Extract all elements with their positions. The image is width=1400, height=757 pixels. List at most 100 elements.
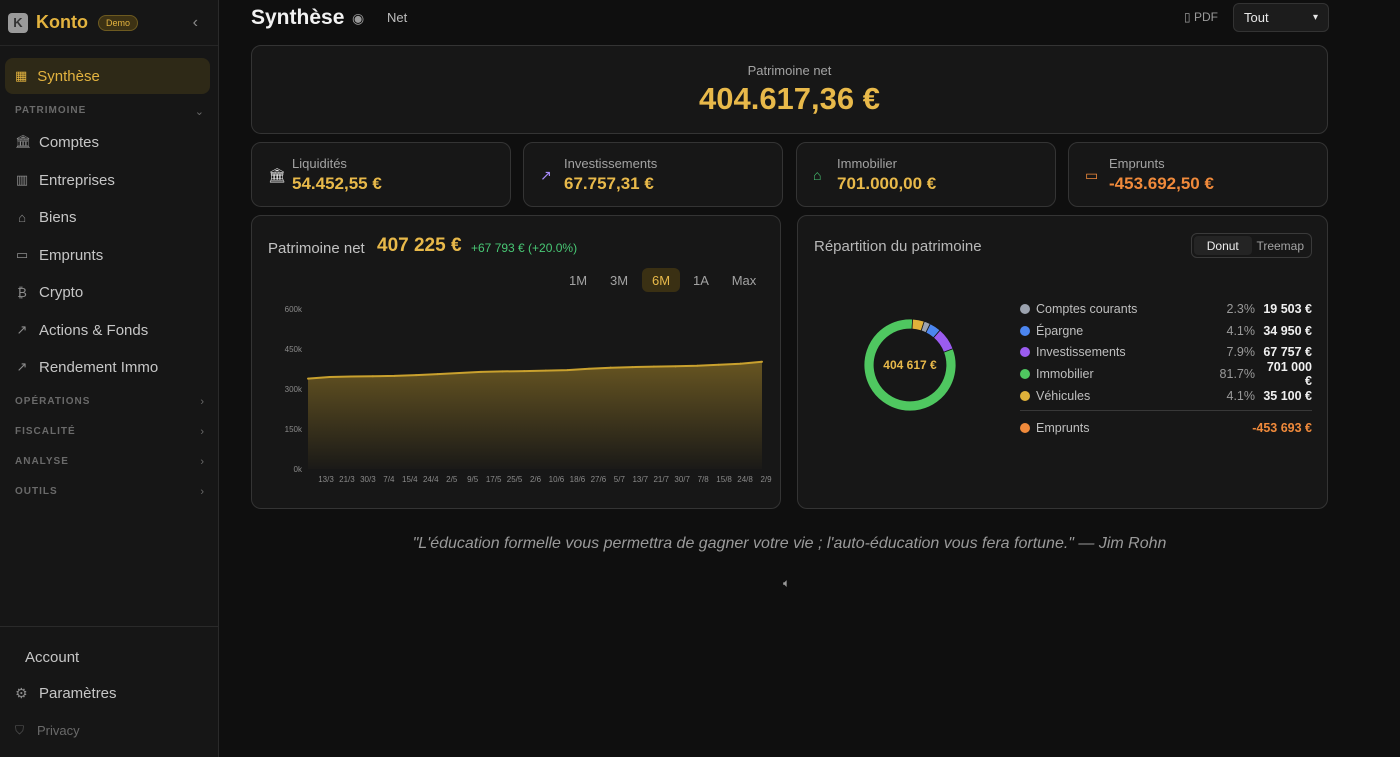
speaker-icon[interactable]: 🔈︎: [783, 576, 791, 590]
chevron-right-icon: ›: [200, 426, 205, 438]
stat-card-emprunts[interactable]: ▭ Emprunts -453.692,50 €: [1068, 142, 1328, 207]
app-name[interactable]: Konto: [36, 12, 88, 32]
range-1a[interactable]: 1A: [693, 272, 709, 288]
toggle-treemap[interactable]: Treemap: [1256, 238, 1305, 253]
y-tick-label: 300k: [285, 385, 303, 394]
privacy-toggle[interactable]: ⛉ Privacy: [15, 723, 80, 738]
data-point: [328, 376, 331, 378]
distribution-legend: Comptes courants 2.3% 19 503 € Épargne 4…: [1020, 298, 1312, 439]
stat-card-investissements[interactable]: ↗ Investissements 67.757,31 €: [523, 142, 783, 207]
sidebar-item-actions-fonds[interactable]: ↗ Actions & Fonds: [16, 321, 149, 339]
range-3m[interactable]: 3M: [609, 272, 629, 288]
x-tick-label: 2/5: [446, 475, 458, 484]
section-operations[interactable]: OPÉRATIONS ›: [15, 396, 205, 408]
chevron-right-icon: ›: [200, 456, 205, 468]
sidebar: K Konto Demo ‹ ▦ Synthèse PATRIMOINE ⌄ 🏛…: [0, 0, 219, 757]
data-point: [652, 365, 655, 368]
net-worth-chart-card: Patrimoine net 407 225 € +67 793 € (+20.…: [251, 215, 781, 509]
legend-item-debt[interactable]: Emprunts -453 693 €: [1020, 417, 1312, 439]
legend-divider: [1020, 409, 1312, 411]
stat-card-liquidites[interactable]: 🏛︎ Liquidités 54.452,55 €: [251, 142, 511, 207]
account-link[interactable]: Account: [25, 649, 80, 666]
legend-item[interactable]: Épargne 4.1% 34 950 €: [1020, 320, 1312, 342]
data-point: [566, 369, 569, 372]
net-worth-card: Patrimoine net 404.617,36 €: [251, 45, 1328, 134]
net-worth-label: Patrimoine net: [747, 63, 832, 78]
app-logo[interactable]: K: [8, 12, 28, 33]
legend-item[interactable]: Véhicules 4.1% 35 100 €: [1020, 385, 1312, 407]
view-toggle: Donut Treemap: [1191, 233, 1312, 258]
bank-icon: 🏛︎: [268, 167, 286, 183]
data-point: [501, 370, 504, 373]
donut-chart[interactable]: 404 617 €: [856, 311, 964, 419]
net-worth-area-chart[interactable]: 0k 150k 300k 450k 600k 13/3 21/3 30/3 7/4 15/4 24/…: [252, 216, 782, 510]
scope-select[interactable]: Tout ▾: [1233, 3, 1329, 32]
data-point: [544, 369, 547, 372]
trend-up-icon: ↗: [540, 167, 552, 183]
x-tick-label: 5/7: [614, 475, 626, 484]
section-outils[interactable]: OUTILS ›: [15, 486, 205, 498]
sidebar-item-crypto[interactable]: ₿ Crypto: [15, 280, 83, 304]
distribution-title: Répartition du patrimoine: [814, 238, 982, 255]
data-point: [717, 363, 720, 366]
page-title: Synthèse: [251, 6, 345, 29]
x-tick-label: 7/8: [698, 475, 710, 484]
sidebar-item-rendement-immo[interactable]: ↗ Rendement Immo: [16, 358, 159, 376]
data-point: [674, 365, 677, 368]
series-line: [307, 360, 763, 380]
shield-icon: ⛉: [15, 723, 25, 737]
range-max[interactable]: Max: [731, 272, 757, 288]
grid-icon: ▦: [15, 68, 28, 83]
bank-icon: 🏛︎: [15, 134, 32, 149]
data-point: [415, 374, 418, 377]
sidebar-item-entreprises[interactable]: ▥ Entreprises: [15, 171, 115, 189]
x-tick-label: 27/6: [591, 475, 607, 484]
distribution-card: Répartition du patrimoine Donut Treemap …: [797, 215, 1328, 509]
area-fill: [308, 361, 762, 469]
legend-item[interactable]: Comptes courants 2.3% 19 503 €: [1020, 298, 1312, 320]
data-point: [523, 370, 526, 373]
collapse-sidebar-icon[interactable]: ‹: [192, 13, 198, 31]
x-tick-label: 15/4: [402, 475, 418, 484]
data-point: [350, 375, 353, 378]
sidebar-item-comptes[interactable]: 🏛︎ Comptes: [15, 133, 100, 151]
eye-icon[interactable]: ◉: [352, 10, 365, 26]
range-1m[interactable]: 1M: [568, 272, 588, 288]
data-point: [458, 372, 461, 374]
y-tick-label: 450k: [285, 345, 303, 354]
section-patrimoine[interactable]: PATRIMOINE ⌄: [15, 105, 205, 118]
sidebar-item-biens[interactable]: ⌂ Biens: [15, 205, 76, 229]
y-tick-label: 0k: [294, 465, 303, 474]
data-point: [739, 362, 742, 365]
data-point: [588, 367, 591, 370]
legend-item[interactable]: Investissements 7.9% 67 757 €: [1020, 342, 1312, 364]
sidebar-item-emprunts[interactable]: ▭ Emprunts: [15, 246, 104, 264]
chart-title: Patrimoine net: [268, 240, 365, 257]
range-6m[interactable]: 6M: [642, 268, 680, 292]
x-tick-label: 25/5: [507, 475, 523, 484]
donut-slice[interactable]: [863, 318, 957, 412]
document-icon: ▯: [1184, 10, 1191, 24]
chart-delta: +67 793 € (+20.0%): [471, 241, 578, 255]
settings-link[interactable]: ⚙ Paramètres: [15, 685, 117, 702]
loan-icon: ▭: [15, 247, 29, 262]
trend-icon: ↗: [16, 359, 28, 374]
toggle-donut[interactable]: Donut: [1194, 236, 1252, 255]
sidebar-item-synthese[interactable]: ▦ Synthèse: [5, 58, 210, 94]
section-analyse[interactable]: ANALYSE ›: [15, 456, 205, 468]
x-tick-label: 21/3: [339, 475, 355, 484]
daily-quote: "L'éducation formelle vous permettra de …: [412, 535, 1167, 552]
data-point: [393, 374, 396, 377]
net-toggle[interactable]: Net: [387, 10, 408, 25]
pdf-button[interactable]: ▯ PDF: [1184, 10, 1218, 24]
chevron-down-icon: ⌄: [194, 106, 205, 118]
section-fiscalite[interactable]: FISCALITÉ ›: [15, 426, 205, 438]
bitcoin-icon: ₿: [17, 284, 27, 300]
legend-dot: [1020, 422, 1030, 433]
donut-slice[interactable]: [911, 318, 925, 332]
stat-card-immobilier[interactable]: ⌂ Immobilier 701.000,00 €: [796, 142, 1056, 207]
legend-item[interactable]: Immobilier 81.7% 701 000 €: [1020, 360, 1312, 388]
y-tick-label: 600k: [285, 305, 303, 314]
gear-icon: ⚙: [15, 685, 28, 701]
x-tick-label: 2/9: [760, 475, 772, 484]
